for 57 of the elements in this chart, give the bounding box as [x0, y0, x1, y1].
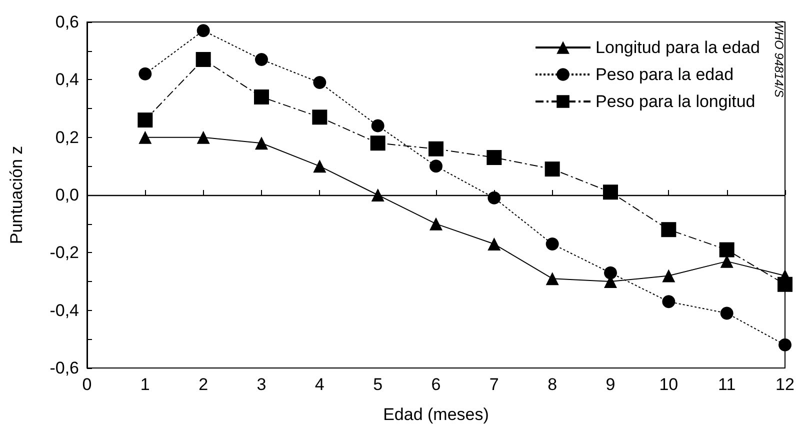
point: [196, 52, 211, 67]
y-tick-label: -0,6: [50, 358, 79, 378]
x-tick-label: 6: [431, 375, 441, 394]
x-tick-label: 0: [82, 375, 92, 394]
point: [430, 217, 442, 230]
legend-label: Peso para la edad: [596, 65, 734, 84]
point: [661, 222, 676, 238]
point: [371, 119, 384, 132]
y-tick-label: 0,2: [55, 128, 79, 147]
point: [313, 160, 326, 173]
x-tick-label: 4: [314, 375, 324, 394]
x-axis-title: Edad (meses): [383, 405, 489, 424]
point: [488, 191, 501, 204]
point: [255, 136, 268, 150]
x-tick-label: 1: [140, 375, 150, 394]
point: [486, 150, 502, 166]
point: [662, 269, 676, 282]
point: [430, 160, 442, 173]
y-tick-label: -0,2: [50, 243, 79, 262]
point: [544, 162, 560, 177]
y-tick-label: 0,4: [55, 70, 79, 90]
point: [312, 110, 328, 125]
y-tick-label: 0,6: [55, 12, 79, 32]
point: [371, 188, 384, 202]
point: [138, 130, 152, 144]
y-tick-label: -0,4: [50, 300, 79, 320]
legend-label: Peso para la longitud: [596, 92, 756, 111]
point: [254, 89, 269, 104]
point: [370, 136, 386, 151]
y-axis-title: Puntuación z: [7, 146, 26, 244]
x-tick-label: 12: [776, 375, 794, 394]
point: [138, 112, 153, 128]
point: [428, 141, 444, 156]
point: [138, 67, 152, 80]
x-tick-label: 10: [659, 375, 678, 394]
x-tick-label: 5: [373, 375, 383, 394]
x-tick-label: 11: [718, 375, 736, 394]
y-tick-label: 0,0: [55, 186, 79, 204]
legend-label: Longitud para la edad: [596, 38, 760, 57]
point: [488, 238, 501, 251]
point: [255, 52, 268, 66]
x-tick-label: 2: [198, 375, 208, 394]
point: [546, 272, 559, 286]
point: [313, 76, 326, 90]
point: [196, 24, 210, 38]
point: [196, 130, 210, 144]
point: [719, 242, 734, 258]
point: [778, 338, 792, 352]
point: [546, 238, 559, 251]
x-tick-label: 3: [256, 375, 266, 394]
x-tick-label: 7: [489, 375, 499, 394]
x-tick-label: 9: [606, 375, 616, 394]
point: [720, 306, 734, 320]
point: [662, 295, 676, 308]
point: [603, 184, 618, 200]
point: [604, 266, 617, 280]
x-tick-label: 8: [548, 375, 558, 394]
